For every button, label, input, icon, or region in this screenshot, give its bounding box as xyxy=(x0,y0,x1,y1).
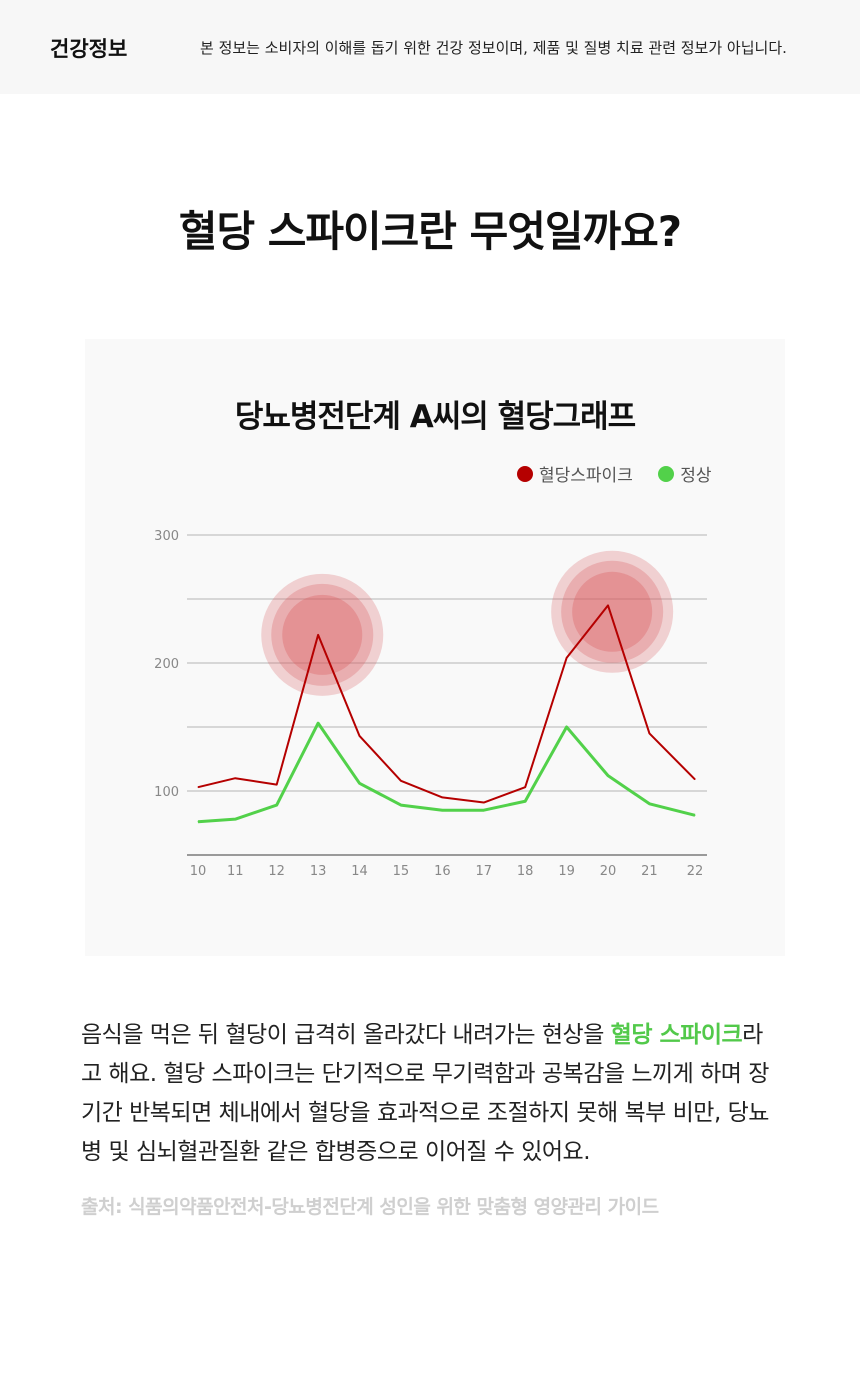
data-point-spike xyxy=(234,777,236,779)
data-point-spike xyxy=(483,802,485,804)
legend-label-normal: 정상 xyxy=(680,466,712,486)
data-point-spike xyxy=(317,634,319,636)
x-tick-label: 18 xyxy=(517,864,534,879)
chart-legend: 혈당스파이크 정상 xyxy=(517,461,732,487)
data-point-spike xyxy=(197,786,199,788)
data-point-spike xyxy=(400,780,402,782)
chart-title: 당뇨병전단계 A씨의 혈당그래프 xyxy=(234,399,636,435)
data-point-normal xyxy=(197,821,199,823)
spike-highlight-circle xyxy=(282,594,363,675)
line-chart: 100 200 300 10 11 12 13 14 15 16 17 18 19 20 21 22 xyxy=(154,529,707,879)
spike-highlight-circle xyxy=(271,583,374,686)
data-point-spike xyxy=(524,786,526,788)
x-tick-label: 19 xyxy=(558,864,575,879)
data-point-spike xyxy=(607,604,609,606)
legend-label-spike: 혈당스파이크 xyxy=(539,466,633,486)
x-tick-label: 20 xyxy=(600,864,617,879)
x-tick-label: 13 xyxy=(310,864,327,879)
description-text-1: 음식을 먹은 뒤 혈당이 급격히 올라갔다 내려가는 현상을 xyxy=(81,1022,611,1048)
series-line-normal xyxy=(197,721,696,824)
banner-label: 건강정보 xyxy=(50,37,128,61)
spike-highlight-circle xyxy=(551,550,674,673)
data-point-spike xyxy=(276,784,278,786)
data-point-normal xyxy=(317,722,319,724)
data-point-normal xyxy=(566,726,568,728)
data-point-normal xyxy=(234,818,236,820)
data-point-normal xyxy=(483,809,485,811)
legend-item-spike: 혈당스파이크 xyxy=(517,461,633,486)
data-point-normal xyxy=(359,782,361,784)
data-point-normal xyxy=(607,775,609,777)
data-point-spike xyxy=(359,735,361,737)
data-point-spike xyxy=(566,657,568,659)
x-tick-label: 21 xyxy=(641,864,658,879)
data-point-normal xyxy=(694,814,696,816)
x-tick-label: 10 xyxy=(190,864,207,879)
chart-card: 당뇨병전단계 A씨의 혈당그래프 혈당스파이크 정상 100 200 300 10 11… xyxy=(85,339,785,956)
spike-highlight-circle xyxy=(572,571,653,652)
data-point-normal xyxy=(400,804,402,806)
spike-highlight-circle xyxy=(261,573,384,696)
x-tick-label: 11 xyxy=(227,864,244,879)
banner-notice: 본 정보는 소비자의 이해를 돕기 위한 건강 정보이며, 제품 및 질병 치료… xyxy=(200,39,787,57)
x-tick-label: 12 xyxy=(268,864,285,879)
data-point-spike xyxy=(441,796,443,798)
source-citation: 출처: 식품의약품안전처-당뇨병전단계 성인을 위한 맞춤형 영양관리 가이드 xyxy=(81,1196,659,1218)
data-point-spike xyxy=(694,778,696,780)
y-tick-label: 300 xyxy=(154,529,179,544)
y-tick-label: 200 xyxy=(154,657,179,672)
legend-swatch-normal xyxy=(658,465,675,482)
x-tick-label: 16 xyxy=(434,864,451,879)
data-point-normal xyxy=(524,800,526,802)
data-point-normal xyxy=(276,804,278,806)
x-tick-label: 15 xyxy=(393,864,410,879)
data-point-spike xyxy=(648,732,650,734)
x-tick-label: 22 xyxy=(687,864,704,879)
data-point-normal xyxy=(648,803,650,805)
health-info-banner: 건강정보 본 정보는 소비자의 이해를 돕기 위한 건강 정보이며, 제품 및 … xyxy=(0,0,860,94)
legend-swatch-spike xyxy=(517,465,533,482)
y-tick-label: 100 xyxy=(154,785,179,800)
page-title: 혈당 스파이크란 무엇일까요? xyxy=(178,207,682,256)
spike-highlight-circle xyxy=(561,560,664,663)
data-point-normal xyxy=(441,809,443,811)
description: 음식을 먹은 뒤 혈당이 급격히 올라갔다 내려가는 현상을 혈당 스파이크라고… xyxy=(81,1016,781,1172)
legend-item-normal: 정상 xyxy=(658,461,712,486)
description-text-2: 라고 해요. 혈당 스파이크는 단기적으로 무기력함과 공복감을 느끼게 하며 … xyxy=(81,1022,769,1165)
x-tick-label: 17 xyxy=(476,864,493,879)
x-tick-label: 14 xyxy=(351,864,368,879)
description-highlight: 혈당 스파이크 xyxy=(610,1022,743,1048)
